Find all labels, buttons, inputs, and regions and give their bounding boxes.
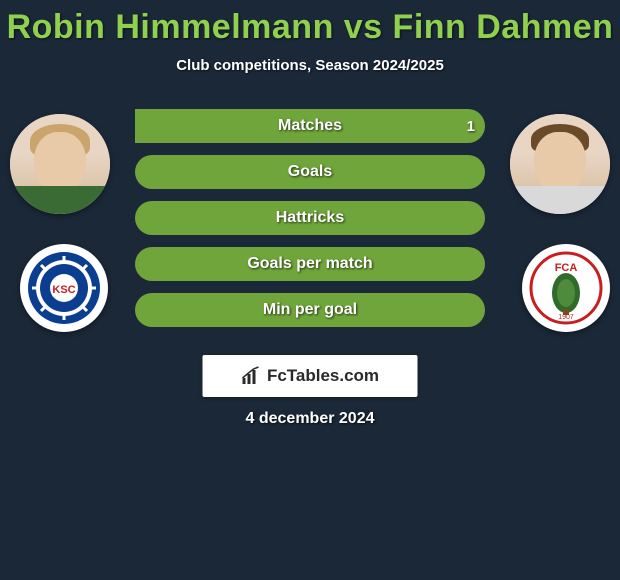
page-title: Robin Himmelmann vs Finn Dahmen — [0, 0, 620, 47]
metric-label: Hattricks — [135, 201, 485, 235]
metric-label: Min per goal — [135, 293, 485, 327]
brand-icon — [241, 366, 261, 386]
metric-row: Goals per match — [135, 247, 485, 281]
page-subtitle: Club competitions, Season 2024/2025 — [0, 57, 620, 74]
svg-text:1907: 1907 — [558, 314, 574, 321]
club-right-label: FCA — [555, 262, 578, 274]
metric-value-right: 1 — [467, 109, 475, 143]
metric-row: Hattricks — [135, 201, 485, 235]
metric-row: Matches1 — [135, 109, 485, 143]
brand-text: FcTables.com — [267, 366, 379, 386]
metric-row: Min per goal — [135, 293, 485, 327]
metric-label: Goals per match — [135, 247, 485, 281]
club-left-badge: KSC — [20, 244, 108, 332]
player-right-avatar — [510, 114, 610, 214]
club-left-label: KSC — [52, 284, 75, 296]
brand-box: FcTables.com — [203, 355, 418, 397]
metric-row: Goals — [135, 155, 485, 189]
metric-bars: Matches1 Goals Hattricks Goals per match Min… — [135, 109, 485, 339]
metric-label: Goals — [135, 155, 485, 189]
metric-label: Matches — [135, 109, 485, 143]
club-right-badge: FCA 1907 — [522, 244, 610, 332]
player-left-avatar — [10, 114, 110, 214]
date-text: 4 december 2024 — [246, 410, 375, 428]
